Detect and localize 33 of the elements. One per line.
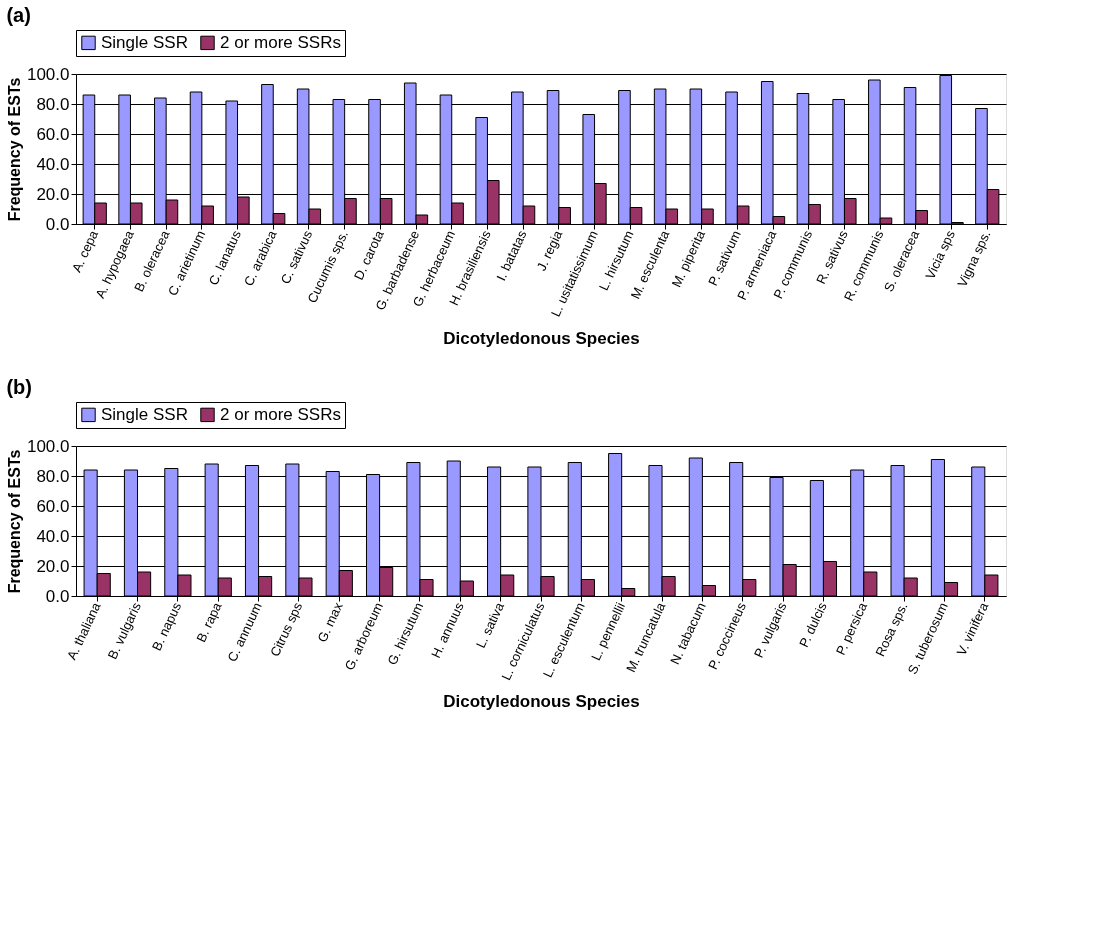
y-tick-label: 40.0 [36,154,70,174]
x-tick-label: Rosa sps. [872,600,911,659]
y-tick-label: 100.0 [26,64,70,84]
y-tick-label: 100.0 [26,436,70,456]
x-tick-label: L. sativa [472,599,508,651]
y-tick-label: 80.0 [36,466,70,486]
y-tick-label: 0.0 [45,586,70,606]
x-tick-label: R. sativus [813,227,852,287]
y-tick-label: 0.0 [45,214,70,234]
x-tick-label: Citrus sps [267,599,306,659]
x-tick-label: G. max [314,599,346,645]
legend-label: 2 or more SSRs [220,32,341,52]
legend-label: Single SSR [101,32,188,52]
y-axis-title: Frequency of ESTs [5,449,23,594]
x-tick-label: D. carota [350,227,388,283]
x-tick-label: H. annuus [428,599,467,661]
x-tick-label: P. dulcis [796,599,830,650]
y-tick-label: 20.0 [36,184,70,204]
y-axis-title: Frequency of ESTs [5,77,23,222]
y-tick-label: 20.0 [36,556,70,576]
x-tick-label: B. napus [148,599,185,653]
y-tick-label: 80.0 [36,94,70,114]
x-tick-label: A. cepa [68,227,102,275]
y-tick-label: 60.0 [36,124,70,144]
legend-label: 2 or more SSRs [220,404,341,424]
y-tick-label: 40.0 [36,526,70,546]
chart-title: (a) [6,3,31,26]
x-axis-title: Dicotyledonous Species [443,328,640,348]
x-tick-label: B. rapa [193,599,225,645]
x-axis-title: Dicotyledonous Species [443,692,640,712]
y-tick-label: 60.0 [36,496,70,516]
chart-title: (b) [6,375,33,398]
legend-label: Single SSR [101,404,188,424]
